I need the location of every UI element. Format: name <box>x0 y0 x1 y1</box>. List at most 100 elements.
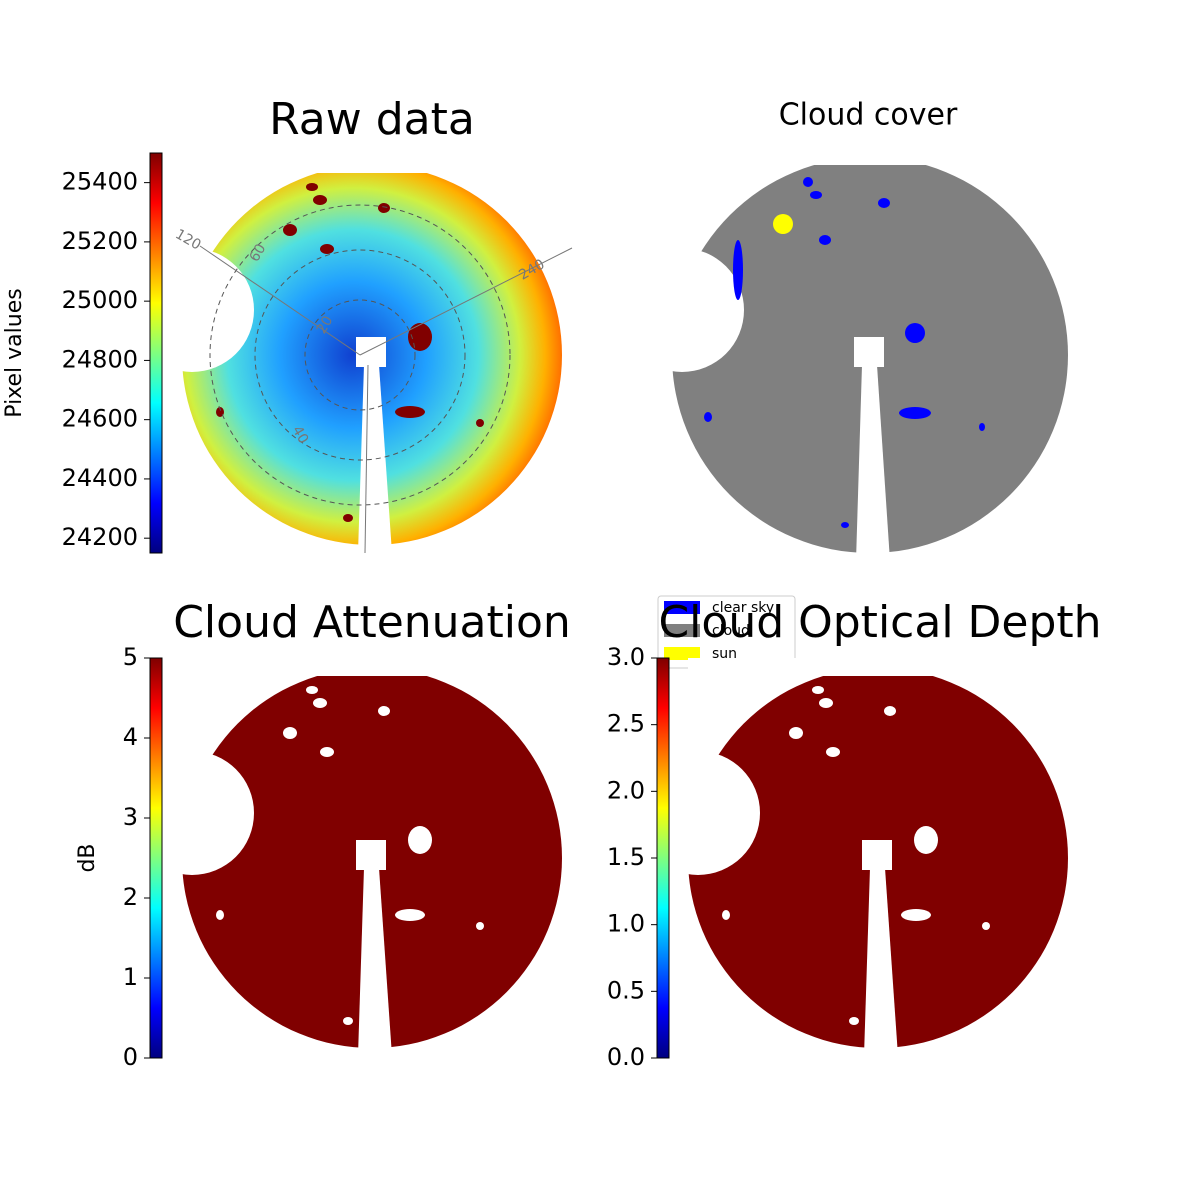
polar-axis <box>364 364 369 554</box>
mask-bite <box>130 248 254 372</box>
clear-sky-region <box>905 323 925 343</box>
blob <box>914 826 938 854</box>
colorbar-tick-label: 4 <box>123 723 138 751</box>
blob <box>826 747 840 757</box>
blob <box>849 1017 859 1025</box>
colorbar-tick-label: 5 <box>123 643 138 671</box>
blob <box>320 244 334 254</box>
polar-label: 20 <box>314 313 337 336</box>
colorbar <box>149 657 163 1059</box>
blob <box>722 910 730 920</box>
colorbar-tick-label: 0 <box>123 1043 138 1071</box>
panel-title: Cloud Optical Depth <box>658 597 1101 648</box>
colorbar-tick-label: 24600 <box>62 405 138 433</box>
colorbar-tick-label: 25200 <box>62 227 138 255</box>
blob <box>343 514 353 522</box>
polar-grid <box>254 249 466 461</box>
polar-axis <box>199 245 361 356</box>
colorbar-label: dB <box>75 843 100 872</box>
panel: Cloud Attenuation 0 1 2 3 4 5 dB <box>75 597 571 1071</box>
mask-top <box>672 147 1068 165</box>
panel-title: Cloud Attenuation <box>173 597 571 648</box>
colorbar-tick-label: 0.5 <box>607 976 645 1004</box>
blob <box>283 727 297 739</box>
colorbar-tick-label: 3 <box>123 803 138 831</box>
mask-arm <box>864 868 898 1056</box>
blob <box>320 747 334 757</box>
mask-arm <box>856 365 890 561</box>
legend-label: clear sky <box>712 600 774 616</box>
blob <box>313 195 327 205</box>
blob <box>343 1017 353 1025</box>
sun-region <box>773 214 793 234</box>
blob <box>313 698 327 708</box>
mask-mount <box>862 840 892 870</box>
colorbar-tick-label: 1.5 <box>607 843 645 871</box>
polar-label: 60 <box>247 241 270 264</box>
mask-mount <box>356 840 386 870</box>
mask-bite <box>636 751 760 875</box>
panel: Cloud Optical Depth 0.0 0.5 1.0 1.5 2.0 2.5 3.0 <box>607 597 1102 1071</box>
panel-title: Raw data <box>269 94 475 145</box>
colorbar-tick-label: 2 <box>123 883 138 911</box>
blob <box>216 910 224 920</box>
legend-swatch <box>664 647 700 660</box>
legend-label: cloud <box>712 623 750 639</box>
polar-grid <box>209 204 511 506</box>
colorbar-tick-label: 2.0 <box>607 776 645 804</box>
mask-bite <box>130 751 254 875</box>
panel-title: Cloud cover <box>779 98 958 133</box>
polar-label: 40 <box>289 423 312 446</box>
mask-top <box>688 658 1068 676</box>
blob <box>306 686 318 694</box>
colorbar-tick-label: 25000 <box>62 286 138 314</box>
colorbar-tick-label: 25400 <box>62 168 138 196</box>
blob <box>395 406 425 418</box>
blob <box>982 922 990 930</box>
blob <box>812 686 824 694</box>
mask-top <box>182 155 562 173</box>
colorbar-tick-label: 1 <box>123 963 138 991</box>
colorbar-tick-label: 2.5 <box>607 710 645 738</box>
mask-mount <box>854 337 884 367</box>
colorbar-tick-label: 3.0 <box>607 643 645 671</box>
blob <box>819 698 833 708</box>
clear-sky-region <box>819 235 831 245</box>
colorbar-tick-label: 1.0 <box>607 910 645 938</box>
blob <box>789 727 803 739</box>
blob <box>395 909 425 921</box>
colorbar-label: Pixel values <box>2 288 27 417</box>
colorbar <box>149 152 163 554</box>
mask-bite <box>620 248 744 372</box>
mask-arm <box>358 868 392 1056</box>
mask-mount <box>356 337 386 367</box>
blob <box>884 706 896 716</box>
blob <box>476 419 484 427</box>
colorbar <box>656 657 670 1059</box>
colorbar-tick-label: 24400 <box>62 464 138 492</box>
colorbar-tick-label: 0.0 <box>607 1043 645 1071</box>
clear-sky-region <box>803 177 813 187</box>
blob <box>378 203 390 213</box>
blob <box>306 183 318 191</box>
blob <box>408 826 432 854</box>
clear-sky-region <box>733 240 743 300</box>
blob <box>378 706 390 716</box>
clear-sky-region <box>899 407 931 419</box>
legend-swatch <box>664 601 700 614</box>
clear-sky-region <box>841 522 849 528</box>
blob <box>476 922 484 930</box>
clear-sky-region <box>878 198 890 208</box>
legend-swatch <box>664 624 700 637</box>
mask-arm <box>358 365 392 553</box>
mask-top <box>182 658 562 676</box>
polar-axis <box>359 247 573 356</box>
polar-grid <box>304 299 416 411</box>
colorbar-tick-label: 24800 <box>62 345 138 373</box>
blob <box>283 224 297 236</box>
clear-sky-region <box>704 412 712 422</box>
clear-sky-region <box>979 423 985 431</box>
